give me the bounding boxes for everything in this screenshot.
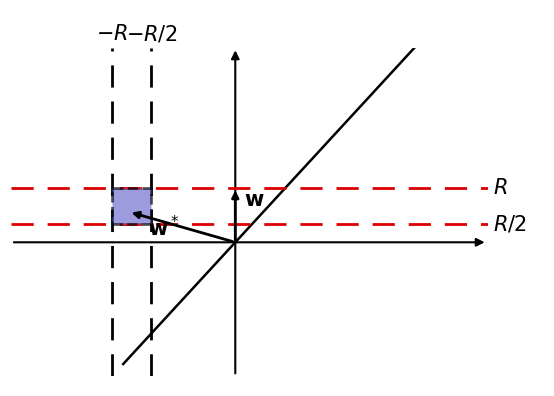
Text: $-R/2$: $-R/2$ xyxy=(126,23,177,44)
Bar xyxy=(112,188,151,224)
Text: $-R$: $-R$ xyxy=(96,25,128,44)
Text: $\mathbf{w}^*$: $\mathbf{w}^*$ xyxy=(148,215,179,240)
Text: $R$: $R$ xyxy=(493,177,507,198)
Text: $\mathbf{w}$: $\mathbf{w}$ xyxy=(244,190,264,209)
Text: $R/2$: $R/2$ xyxy=(493,213,527,234)
